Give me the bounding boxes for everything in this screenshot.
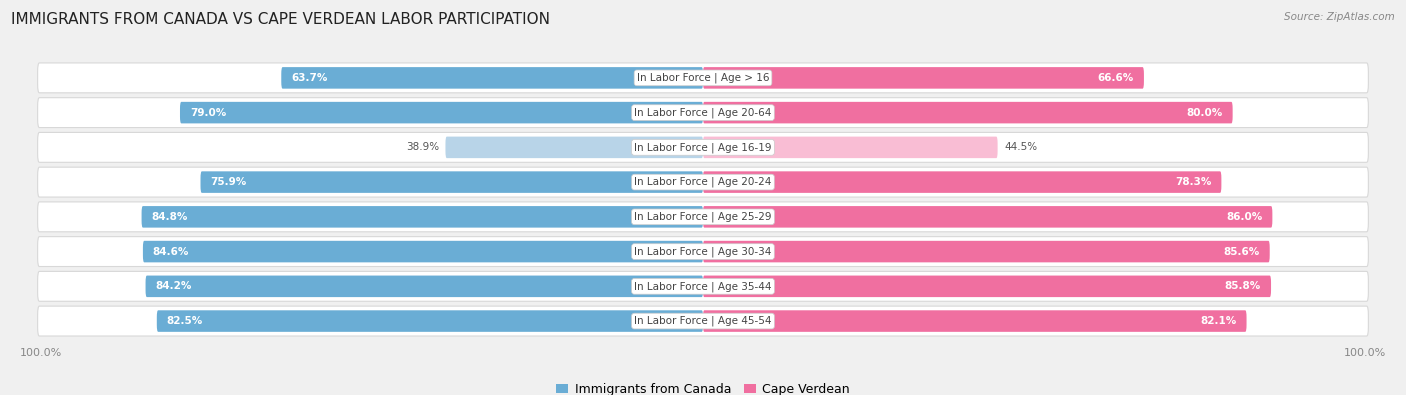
- Text: 82.5%: 82.5%: [167, 316, 202, 326]
- Text: In Labor Force | Age 20-64: In Labor Force | Age 20-64: [634, 107, 772, 118]
- FancyBboxPatch shape: [703, 67, 1144, 88]
- Text: 66.6%: 66.6%: [1098, 73, 1135, 83]
- Text: 63.7%: 63.7%: [291, 73, 328, 83]
- Text: 75.9%: 75.9%: [211, 177, 246, 187]
- Text: IMMIGRANTS FROM CANADA VS CAPE VERDEAN LABOR PARTICIPATION: IMMIGRANTS FROM CANADA VS CAPE VERDEAN L…: [11, 12, 550, 27]
- Text: 78.3%: 78.3%: [1175, 177, 1212, 187]
- Text: 84.6%: 84.6%: [153, 246, 190, 257]
- Text: 86.0%: 86.0%: [1226, 212, 1263, 222]
- FancyBboxPatch shape: [38, 306, 1368, 336]
- FancyBboxPatch shape: [38, 271, 1368, 301]
- Text: 80.0%: 80.0%: [1187, 107, 1223, 118]
- Text: In Labor Force | Age 45-54: In Labor Force | Age 45-54: [634, 316, 772, 326]
- Text: In Labor Force | Age > 16: In Labor Force | Age > 16: [637, 73, 769, 83]
- FancyBboxPatch shape: [143, 241, 703, 262]
- FancyBboxPatch shape: [38, 167, 1368, 197]
- FancyBboxPatch shape: [157, 310, 703, 332]
- Text: 38.9%: 38.9%: [406, 142, 439, 152]
- FancyBboxPatch shape: [703, 310, 1247, 332]
- FancyBboxPatch shape: [703, 241, 1270, 262]
- Text: In Labor Force | Age 25-29: In Labor Force | Age 25-29: [634, 212, 772, 222]
- FancyBboxPatch shape: [38, 237, 1368, 267]
- FancyBboxPatch shape: [703, 206, 1272, 228]
- FancyBboxPatch shape: [703, 102, 1233, 123]
- Text: 85.8%: 85.8%: [1225, 281, 1261, 292]
- Text: 84.8%: 84.8%: [152, 212, 188, 222]
- Text: 44.5%: 44.5%: [1004, 142, 1038, 152]
- FancyBboxPatch shape: [281, 67, 703, 88]
- FancyBboxPatch shape: [446, 137, 703, 158]
- Text: In Labor Force | Age 30-34: In Labor Force | Age 30-34: [634, 246, 772, 257]
- Text: 79.0%: 79.0%: [190, 107, 226, 118]
- FancyBboxPatch shape: [38, 202, 1368, 232]
- FancyBboxPatch shape: [703, 171, 1222, 193]
- Legend: Immigrants from Canada, Cape Verdean: Immigrants from Canada, Cape Verdean: [551, 378, 855, 395]
- Text: Source: ZipAtlas.com: Source: ZipAtlas.com: [1284, 12, 1395, 22]
- FancyBboxPatch shape: [201, 171, 703, 193]
- FancyBboxPatch shape: [38, 63, 1368, 93]
- FancyBboxPatch shape: [703, 276, 1271, 297]
- Text: 84.2%: 84.2%: [156, 281, 191, 292]
- FancyBboxPatch shape: [180, 102, 703, 123]
- Text: In Labor Force | Age 20-24: In Labor Force | Age 20-24: [634, 177, 772, 187]
- Text: 85.6%: 85.6%: [1223, 246, 1260, 257]
- Text: In Labor Force | Age 16-19: In Labor Force | Age 16-19: [634, 142, 772, 152]
- Text: In Labor Force | Age 35-44: In Labor Force | Age 35-44: [634, 281, 772, 292]
- FancyBboxPatch shape: [703, 137, 998, 158]
- Text: 82.1%: 82.1%: [1201, 316, 1237, 326]
- FancyBboxPatch shape: [142, 206, 703, 228]
- FancyBboxPatch shape: [38, 132, 1368, 162]
- FancyBboxPatch shape: [38, 98, 1368, 128]
- FancyBboxPatch shape: [146, 276, 703, 297]
